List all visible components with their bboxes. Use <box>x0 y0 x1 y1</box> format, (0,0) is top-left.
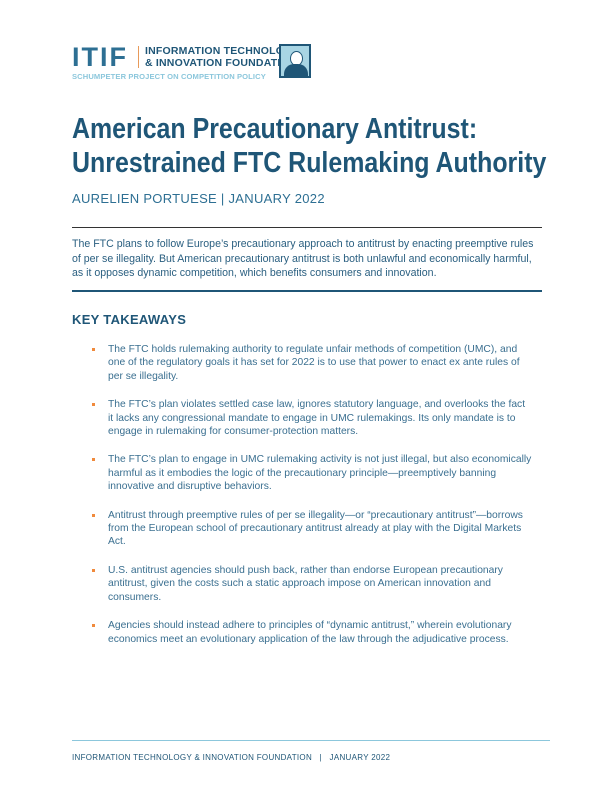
itif-logo: ITIF INFORMATION TECHNOLOGY & INNOVATION… <box>72 42 332 81</box>
list-item: The FTC’s plan violates settled case law… <box>92 398 532 438</box>
abstract: The FTC plans to follow Europe’s precaut… <box>72 238 534 279</box>
key-takeaways-heading: KEY TAKEAWAYS <box>72 312 187 327</box>
list-item: U.S. antitrust agencies should push back… <box>92 564 532 604</box>
org-name-line2: & INNOVATION FOUNDATION <box>145 57 297 69</box>
page-title: American Precautionary Antitrust: Unrest… <box>72 113 547 179</box>
list-item-text: U.S. antitrust agencies should push back… <box>108 564 503 603</box>
list-item-text: The FTC’s plan to engage in UMC rulemaki… <box>108 454 532 493</box>
project-subtitle: SCHUMPETER PROJECT ON COMPETITION POLICY <box>72 72 266 81</box>
list-item: Agencies should instead adhere to princi… <box>92 619 532 646</box>
logo-divider <box>138 46 139 68</box>
list-item: The FTC’s plan to engage in UMC rulemaki… <box>92 453 532 493</box>
list-item-text: Agencies should instead adhere to princi… <box>108 620 512 645</box>
footer: INFORMATION TECHNOLOGY & INNOVATION FOUN… <box>72 753 391 762</box>
byline: AURELIEN PORTUESE | JANUARY 2022 <box>72 191 325 206</box>
list-item-text: The FTC’s plan violates settled case law… <box>108 399 526 438</box>
bullet-icon <box>92 624 95 628</box>
schumpeter-portrait-icon <box>279 44 311 78</box>
org-name-line1: INFORMATION TECHNOLOGY <box>145 45 300 57</box>
logo-mark: ITIF <box>72 42 128 72</box>
divider-bottom <box>72 290 542 292</box>
bullet-icon <box>92 458 95 462</box>
list-item-text: Antitrust through preemptive rules of pe… <box>108 509 523 548</box>
list-item-text: The FTC holds rulemaking authority to re… <box>108 344 520 382</box>
takeaways-list: The FTC holds rulemaking authority to re… <box>92 343 532 661</box>
bullet-icon <box>92 568 95 572</box>
footer-rule <box>72 740 550 741</box>
bullet-icon <box>92 348 95 351</box>
bullet-icon <box>92 513 95 517</box>
list-item: The FTC holds rulemaking authority to re… <box>92 343 532 383</box>
divider-top <box>72 227 542 228</box>
list-item: Antitrust through preemptive rules of pe… <box>92 509 532 549</box>
bullet-icon <box>92 403 95 407</box>
